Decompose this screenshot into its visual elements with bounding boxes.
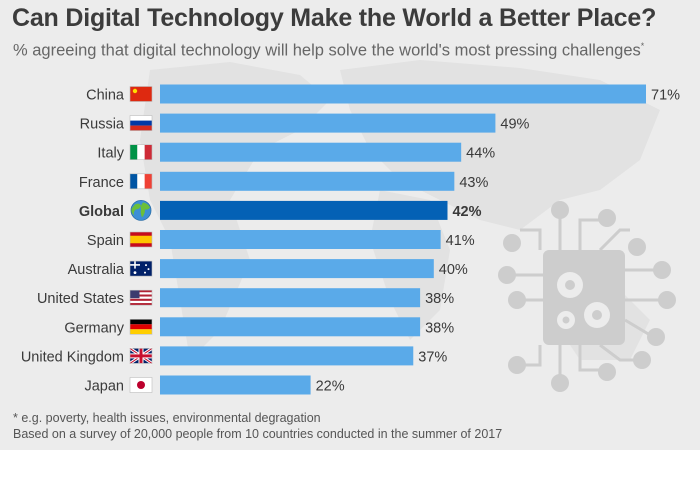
bar-row: United States 38% bbox=[37, 288, 454, 308]
chart-title: Can Digital Technology Make the World a … bbox=[12, 4, 657, 32]
category-label: France bbox=[79, 175, 124, 191]
value-label: 71% bbox=[651, 88, 680, 104]
value-label: 38% bbox=[425, 291, 454, 307]
australia-flag-icon bbox=[129, 260, 153, 277]
bar bbox=[160, 200, 448, 220]
bar bbox=[160, 259, 434, 279]
bar bbox=[160, 288, 421, 308]
bar bbox=[160, 346, 414, 366]
bar-row: France 43% bbox=[79, 171, 488, 191]
category-label: Spain bbox=[87, 233, 124, 249]
value-label: 44% bbox=[466, 146, 495, 162]
bar-chart: China 71% Russia 49% Italy 44% France 43% Global… bbox=[21, 84, 680, 395]
bar bbox=[160, 113, 496, 133]
footnotes: * e.g. poverty, health issues, environme… bbox=[13, 410, 502, 442]
russia-flag-icon bbox=[129, 115, 153, 131]
chart-subtitle: % agreeing that digital technology will … bbox=[13, 41, 644, 61]
bar-row: Germany 38% bbox=[64, 317, 454, 337]
bar-row: China 71% bbox=[86, 84, 680, 104]
value-label: 42% bbox=[452, 204, 481, 220]
bar bbox=[160, 375, 311, 395]
category-label: United Kingdom bbox=[21, 349, 124, 365]
germany-flag-icon bbox=[129, 318, 153, 335]
uk-flag-icon bbox=[129, 347, 153, 365]
category-label: China bbox=[86, 88, 125, 104]
footnote-definition: * e.g. poverty, health issues, environme… bbox=[13, 411, 321, 425]
category-label: Global bbox=[79, 204, 124, 220]
bar-row: Australia 40% bbox=[68, 259, 468, 279]
bar bbox=[160, 230, 441, 249]
usa-flag-icon bbox=[129, 289, 153, 306]
bar-row: Italy 44% bbox=[97, 142, 495, 162]
bar-row: Japan 22% bbox=[84, 375, 345, 395]
chip-illustration bbox=[515, 215, 660, 375]
bar bbox=[160, 317, 421, 337]
category-label: United States bbox=[37, 291, 124, 307]
value-label: 41% bbox=[446, 233, 475, 249]
value-label: 22% bbox=[316, 379, 345, 395]
france-flag-icon bbox=[129, 173, 153, 190]
value-label: 43% bbox=[459, 175, 488, 191]
bar-row: Global 42% bbox=[79, 199, 482, 221]
bar bbox=[160, 171, 455, 191]
value-label: 40% bbox=[439, 262, 468, 278]
japan-flag-icon bbox=[129, 377, 153, 393]
bar bbox=[160, 142, 462, 162]
value-label: 37% bbox=[418, 349, 447, 365]
value-label: 38% bbox=[425, 320, 454, 336]
subtitle-text: % agreeing that digital technology will … bbox=[13, 41, 641, 60]
footer-strip bbox=[0, 450, 700, 500]
world-map-shape bbox=[140, 62, 330, 360]
category-label: Japan bbox=[84, 379, 124, 395]
china-flag-icon bbox=[129, 86, 153, 102]
category-label: Italy bbox=[97, 146, 124, 162]
footnote-source: Based on a survey of 20,000 people from … bbox=[13, 427, 503, 441]
value-label: 49% bbox=[500, 117, 529, 133]
spain-flag-icon bbox=[129, 231, 153, 248]
globe-icon bbox=[130, 199, 152, 221]
bar-row: Spain 41% bbox=[87, 230, 475, 249]
category-label: Germany bbox=[64, 320, 124, 336]
category-label: Australia bbox=[68, 262, 125, 278]
italy-flag-icon bbox=[129, 144, 153, 160]
bar bbox=[160, 84, 646, 104]
bar-row: Russia 49% bbox=[80, 113, 530, 133]
bar-row: United Kingdom 37% bbox=[21, 346, 447, 366]
category-label: Russia bbox=[80, 117, 125, 133]
subtitle-footnote-mark: * bbox=[640, 41, 645, 51]
